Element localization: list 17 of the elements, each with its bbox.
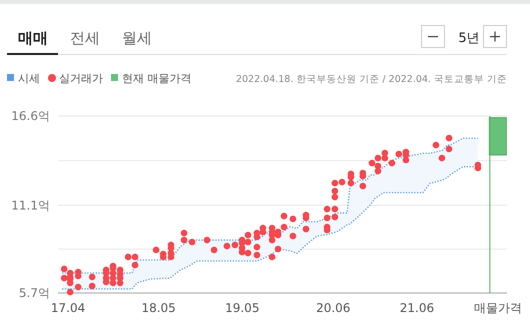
x-tick-label: 19.05 bbox=[225, 301, 260, 315]
y-tick-label: 11.1억 bbox=[11, 198, 50, 213]
legend-label: 시세 bbox=[18, 72, 40, 85]
y-tick-label: 16.6억 bbox=[11, 109, 50, 124]
x-tick-label: 매물가격 bbox=[474, 301, 522, 315]
text: 월세 bbox=[122, 29, 152, 47]
legend-label: 현재 매물가격 bbox=[122, 72, 192, 85]
legend-label: 실거래가 bbox=[59, 72, 103, 85]
text: 전세 bbox=[70, 29, 100, 47]
y-tick-label: 5.7억 bbox=[18, 286, 50, 300]
x-tick-label: 17.04 bbox=[50, 301, 86, 315]
x-tick-label: 21.06 bbox=[400, 301, 434, 315]
text: 5년 bbox=[458, 31, 480, 46]
text: 2022.04.18. 한국부동산원 기준 / 2022.04. 국토교통부 기준 bbox=[236, 74, 507, 85]
text: 매매 bbox=[18, 29, 48, 47]
x-tick-label: 20.06 bbox=[316, 301, 350, 315]
x-tick-label: 18.05 bbox=[141, 301, 176, 315]
